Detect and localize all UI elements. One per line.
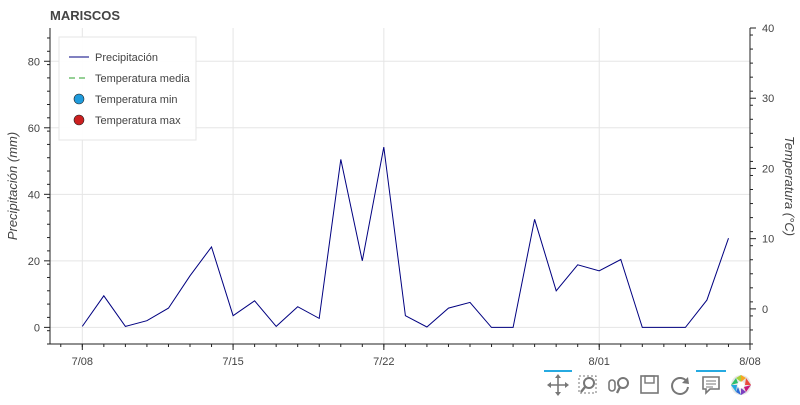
x-tick-label: 7/08 xyxy=(72,356,93,368)
legend-label[interactable]: Temperatura min xyxy=(95,94,178,106)
data-point[interactable] xyxy=(490,325,494,329)
legend-label[interactable]: Temperatura max xyxy=(95,115,181,127)
data-point[interactable] xyxy=(80,324,84,328)
data-point[interactable] xyxy=(683,325,687,329)
data-point[interactable] xyxy=(296,305,300,309)
data-point[interactable] xyxy=(145,319,149,323)
y-axis-right-label: Temperatura (°C) xyxy=(782,136,797,236)
data-point[interactable] xyxy=(511,325,515,329)
data-point[interactable] xyxy=(533,217,537,221)
data-point[interactable] xyxy=(468,300,472,304)
legend[interactable]: Precipitación Temperatura media Temperatur… xyxy=(58,36,197,141)
data-point[interactable] xyxy=(231,314,235,318)
x-tick-label: 7/22 xyxy=(373,356,394,368)
data-point[interactable] xyxy=(274,324,278,328)
data-point[interactable] xyxy=(597,269,601,273)
y-left-tick-label: 80 xyxy=(28,56,40,68)
y-right-tick-label: 10 xyxy=(762,234,774,246)
series-line-precipitacion[interactable] xyxy=(81,147,729,328)
hover-active-indicator xyxy=(696,370,726,372)
y-left-tick-label: 20 xyxy=(28,256,40,268)
y-right-tick-label: 30 xyxy=(762,93,774,105)
save-icon[interactable] xyxy=(637,372,663,398)
data-point[interactable] xyxy=(619,258,623,262)
data-point[interactable] xyxy=(166,306,170,310)
y-left-tick-label: 60 xyxy=(28,123,40,135)
pan-icon[interactable] xyxy=(545,372,571,398)
legend-label[interactable]: Precipitación xyxy=(95,52,158,64)
series-layer[interactable] xyxy=(80,145,730,329)
data-point[interactable] xyxy=(576,263,580,267)
data-point[interactable] xyxy=(554,289,558,293)
data-point[interactable] xyxy=(123,324,127,328)
y-right-tick-label: 40 xyxy=(762,23,774,35)
data-point[interactable] xyxy=(403,314,407,318)
data-point[interactable] xyxy=(339,157,343,161)
hover-icon[interactable] xyxy=(698,372,724,398)
y-left-tick-label: 0 xyxy=(34,322,40,334)
chart-title: MARISCOS xyxy=(50,8,120,23)
data-point[interactable] xyxy=(360,259,364,263)
wheel-zoom-icon[interactable] xyxy=(606,372,632,398)
legend-swatch[interactable] xyxy=(73,93,85,105)
legend-label[interactable]: Temperatura media xyxy=(95,73,191,85)
data-point[interactable] xyxy=(102,294,106,298)
data-point[interactable] xyxy=(382,145,386,149)
data-point[interactable] xyxy=(705,298,709,302)
y-axis-left-label: Precipitación (mm) xyxy=(5,132,20,240)
reset-icon[interactable] xyxy=(667,372,693,398)
y-right-tick-label: 0 xyxy=(762,304,768,316)
data-point[interactable] xyxy=(425,325,429,329)
data-point[interactable] xyxy=(662,325,666,329)
legend-box xyxy=(58,36,197,141)
data-point[interactable] xyxy=(210,245,214,249)
legend-swatch[interactable] xyxy=(73,114,85,126)
bokeh-logo-icon[interactable] xyxy=(728,372,754,398)
pan-active-indicator xyxy=(544,370,572,372)
data-point[interactable] xyxy=(726,236,730,240)
x-tick-label: 8/01 xyxy=(589,356,610,368)
y-left-tick-label: 40 xyxy=(28,189,40,201)
box-zoom-icon[interactable] xyxy=(575,372,601,398)
x-tick-label: 7/15 xyxy=(222,356,243,368)
toolbar xyxy=(540,370,800,400)
data-point[interactable] xyxy=(317,316,321,320)
data-point[interactable] xyxy=(640,325,644,329)
data-point[interactable] xyxy=(188,274,192,278)
data-point[interactable] xyxy=(446,306,450,310)
data-point[interactable] xyxy=(253,299,257,303)
x-tick-label: 8/08 xyxy=(739,356,760,368)
axes: 0 20 40 60 80 0 10 20 30 40 7/08 7/15 7/22 8/01 8/08 xyxy=(28,23,775,368)
y-right-tick-label: 20 xyxy=(762,163,774,175)
